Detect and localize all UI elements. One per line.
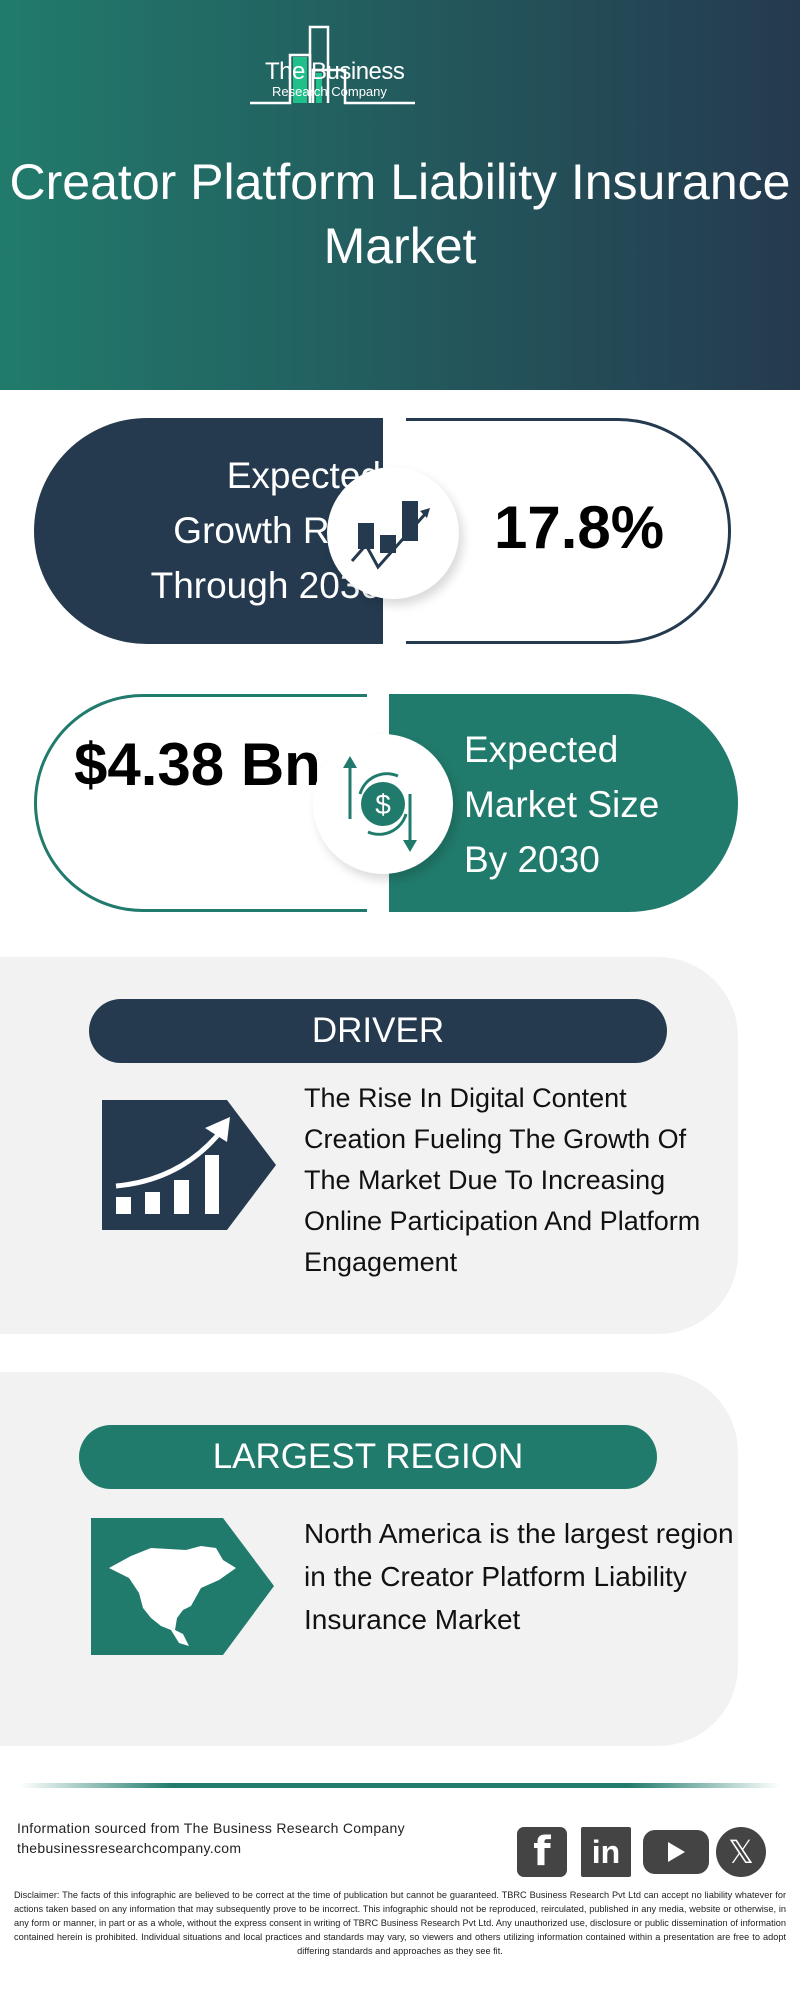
market-icon-circle: $: [313, 734, 453, 874]
page-title: Creator Platform Liability Insurance Mar…: [9, 154, 791, 274]
growth-rate-value: 17.8%: [494, 494, 665, 561]
largest-region-section: LARGEST REGION North America is the larg…: [0, 1372, 738, 1746]
north-america-map-icon: [91, 1518, 274, 1655]
growth-rate-card: Expected Growth Rate Through 2030 17.8%: [34, 418, 731, 644]
disclaimer-text: Disclaimer: The facts of this infographi…: [14, 1890, 786, 1956]
growth-chart-icon: [350, 501, 430, 570]
youtube-icon[interactable]: [643, 1830, 709, 1874]
region-text: North America is the largest region in t…: [304, 1518, 734, 1635]
company-logo-buildings: [250, 25, 415, 105]
region-heading: LARGEST REGION: [79, 1425, 657, 1489]
logo-text: The Business: [265, 58, 405, 85]
growth-value-panel: [406, 418, 731, 644]
footer-divider: [20, 1783, 780, 1788]
svg-text:$: $: [375, 789, 391, 820]
driver-heading: DRIVER: [89, 999, 667, 1063]
growth-icon-circle: [327, 467, 459, 599]
website-link[interactable]: thebusinessresearchcompany.com: [17, 1840, 242, 1856]
source-text: Information sourced from The Business Re…: [17, 1820, 405, 1836]
rising-bar-chart-icon: [102, 1100, 276, 1230]
growth-label-panel: [34, 418, 383, 644]
growth-label-line: Expected: [226, 455, 381, 496]
facebook-icon[interactable]: f: [517, 1827, 567, 1877]
x-icon[interactable]: 𝕏: [716, 1827, 766, 1877]
market-label-line: By 2030: [464, 839, 600, 880]
linkedin-icon[interactable]: in: [581, 1827, 631, 1877]
market-size-card: $4.38 Bn $ Expected Market Size By 2030: [34, 694, 738, 912]
market-label-line: Expected: [464, 729, 619, 770]
logo-subtext: Research Company: [272, 84, 387, 99]
market-value-panel: [34, 694, 367, 912]
header-banner: The Business Research Company Creator Pl…: [0, 0, 800, 390]
dollar-cycle-icon: $: [343, 756, 417, 852]
market-label-line: Market Size: [464, 784, 660, 825]
driver-text: The Rise In Digital Content Creation Fue…: [304, 1083, 701, 1277]
driver-section: DRIVER The Rise In Digital Content Creat…: [0, 957, 738, 1334]
market-size-value: $4.38 Bn: [74, 731, 321, 798]
